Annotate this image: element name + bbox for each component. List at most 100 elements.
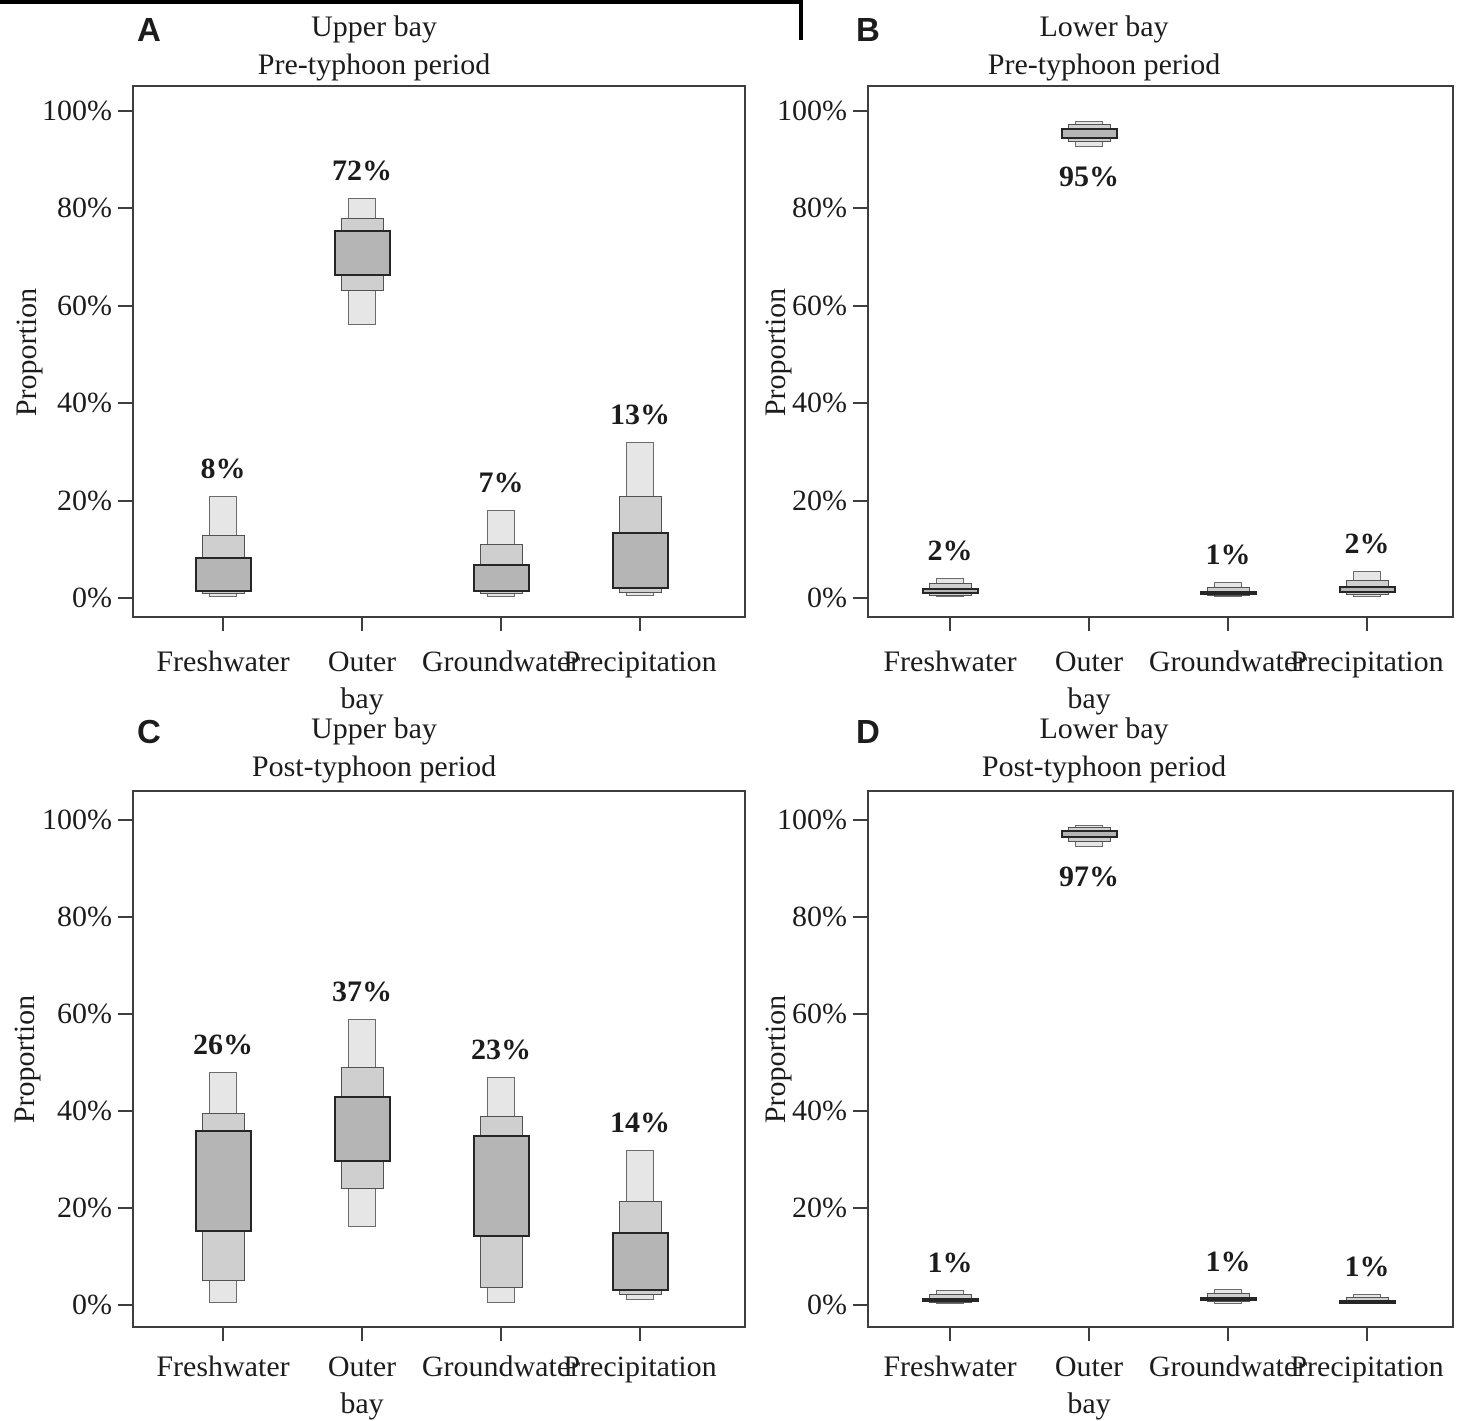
y-axis-title: Proportion [759,287,792,416]
y-axis-tick-label: 20% [792,1191,847,1224]
y-axis-tick-label: 0% [72,1288,112,1321]
median-percentage-label: 1% [1205,1245,1251,1279]
y-axis-tick [118,1013,132,1015]
x-axis-category-label: Precipitation [563,1350,717,1383]
y-axis-tick-label: 60% [792,288,847,322]
y-axis-tick [118,597,132,599]
x-axis-category-label: Outer [327,645,397,678]
y-axis-title: Proportion [10,287,43,416]
panel-letter: A [137,11,161,48]
median-percentage-label: 95% [1059,160,1119,194]
y-axis-tick [118,499,132,502]
x-axis-category-label: Groundwater [421,1350,581,1383]
credible-interval-box-50 [921,1297,979,1302]
median-percentage-label: 26% [193,1028,253,1062]
y-axis-tick [853,1110,867,1112]
panel-title-line-1: Lower bay [1039,712,1169,745]
panel-letter: C [137,713,161,750]
y-axis-tick [118,916,132,918]
x-axis-category-label: Outer [1054,645,1124,678]
panel-title-line-1: Upper bay [311,10,437,43]
plot-frame [867,85,1454,618]
x-axis-tick [1227,1328,1229,1341]
x-axis-category-label: bay [1067,1387,1111,1420]
x-axis-category-label: Outer [327,1350,397,1383]
panel-title-line-1: Lower bay [1039,10,1169,43]
y-axis-tick [118,1304,132,1306]
y-axis-tick-label: 20% [792,483,847,517]
y-axis-tick [118,1110,132,1112]
credible-interval-box-50 [194,556,252,592]
y-axis-tick-label: 80% [57,191,112,224]
credible-interval-box-50 [611,1232,669,1292]
x-axis-tick [1366,1328,1368,1341]
median-percentage-label: 14% [610,1105,670,1139]
y-axis-tick-label: 100% [777,803,847,836]
x-axis-tick [222,1328,224,1341]
y-axis-tick [853,1207,867,1209]
y-axis-tick [118,304,132,307]
y-axis-tick-label: 40% [57,1094,112,1127]
y-axis-tick-label: 0% [72,581,112,614]
x-axis-tick [639,618,641,631]
x-axis-category-label: Freshwater [883,1350,1017,1383]
x-axis-tick [500,1328,502,1341]
y-axis-tick-label: 100% [42,803,112,836]
credible-interval-box-50 [921,588,979,595]
x-axis-tick [1366,618,1368,631]
x-axis-category-label: Groundwater [1148,645,1308,678]
x-axis-category-label: Freshwater [156,645,290,678]
median-percentage-label: 1% [1344,1250,1390,1284]
x-axis-tick [361,1328,363,1341]
x-axis-tick [1088,618,1090,631]
y-axis-title: Proportion [759,994,792,1124]
x-axis-tick [1227,618,1229,631]
y-axis-tick [853,402,867,404]
x-axis-category-label: Precipitation [1290,1350,1444,1383]
panel-letter: B [856,11,880,48]
median-percentage-label: 7% [478,466,524,500]
y-axis-tick-label: 60% [57,997,112,1030]
credible-interval-box-50 [1199,590,1257,595]
credible-interval-box-50 [1199,1297,1257,1302]
x-axis-tick [500,618,502,631]
median-percentage-label: 8% [200,451,246,485]
x-axis-category-label: Precipitation [1290,645,1444,678]
credible-interval-box-50 [333,1096,391,1162]
y-axis-tick-label: 20% [57,483,112,517]
x-axis-tick [639,1328,641,1341]
y-axis-tick [118,819,132,821]
credible-interval-box-50 [1060,829,1118,839]
y-axis-tick-label: 20% [57,1191,112,1224]
x-axis-tick [361,618,363,631]
median-percentage-label: 13% [610,398,670,431]
y-axis-tick [853,916,867,918]
y-axis-title: Proportion [8,994,41,1124]
y-axis-tick [853,304,867,307]
y-axis-tick [853,499,867,502]
panel-title-line-2: Pre-typhoon period [987,48,1221,81]
median-percentage-label: 37% [332,974,392,1008]
x-axis-category-label: bay [340,1387,384,1420]
credible-interval-box-50 [611,532,669,590]
panel-title-line-2: Post-typhoon period [981,750,1227,783]
figure-top-border [0,0,803,4]
x-axis-tick [949,1328,951,1341]
plot-frame [867,790,1454,1328]
y-axis-tick [853,207,867,209]
credible-interval-box-50 [1060,127,1118,139]
figure-top-border-end [799,0,803,40]
y-axis-tick [118,402,132,404]
y-axis-tick-label: 80% [57,900,112,933]
credible-interval-box-50 [1338,1299,1396,1304]
credible-interval-box-50 [472,1135,530,1238]
credible-interval-box-50 [333,229,391,277]
y-axis-tick-label: 80% [792,900,847,933]
median-percentage-label: 1% [927,1246,973,1280]
median-percentage-label: 97% [1059,859,1119,893]
y-axis-tick-label: 0% [807,581,847,614]
y-axis-tick-label: 60% [57,288,112,322]
median-percentage-label: 2% [927,533,973,567]
y-axis-tick [118,207,132,209]
median-percentage-label: 23% [471,1033,531,1067]
